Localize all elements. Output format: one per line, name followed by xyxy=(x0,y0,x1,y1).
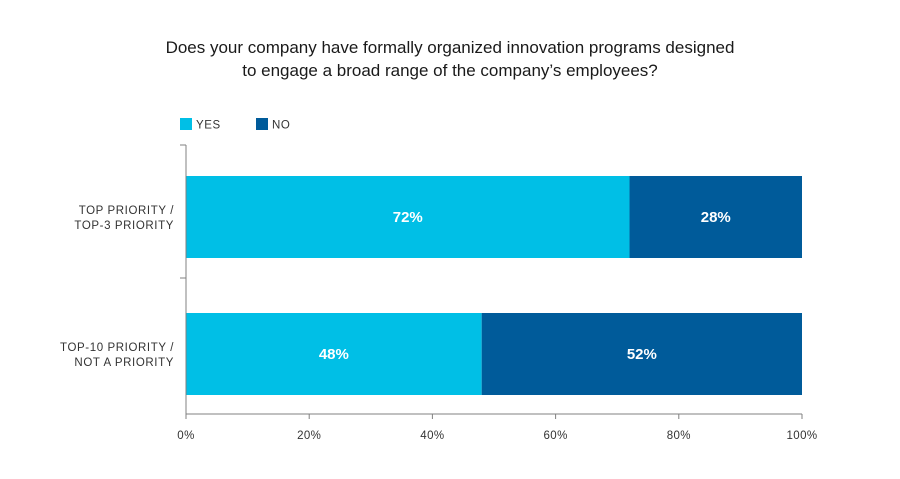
chart-title-line-2: to engage a broad range of the company’s… xyxy=(242,61,658,80)
category-label-1-line-1: NOT A PRIORITY xyxy=(74,357,174,369)
data-label-yes-0: 72% xyxy=(393,209,423,226)
legend-label-yes: YES xyxy=(196,120,221,132)
chart-title: Does your company have formally organize… xyxy=(0,36,900,82)
legend-label-no: NO xyxy=(272,120,290,132)
bar-yes-1 xyxy=(186,313,482,395)
bar-no-1 xyxy=(481,313,802,395)
legend-swatch-no xyxy=(256,118,268,130)
x-tick-label-2: 40% xyxy=(420,430,444,442)
data-label-no-0: 28% xyxy=(701,209,731,226)
category-label-0-line-0: TOP PRIORITY / xyxy=(79,205,175,217)
data-label-no-1: 52% xyxy=(627,346,657,363)
x-tick-label-3: 60% xyxy=(543,430,567,442)
legend-swatch-yes xyxy=(180,118,192,130)
x-tick-label-0: 0% xyxy=(177,430,194,442)
x-tick-label-1: 20% xyxy=(297,430,321,442)
x-tick-label-4: 80% xyxy=(667,430,691,442)
chart-title-line-1: Does your company have formally organize… xyxy=(165,38,735,57)
bar-yes-0 xyxy=(186,176,630,258)
category-label-0-line-1: TOP-3 PRIORITY xyxy=(74,220,174,232)
bar-no-0 xyxy=(629,176,802,258)
data-label-yes-1: 48% xyxy=(319,346,349,363)
x-tick-label-5: 100% xyxy=(786,430,817,442)
category-label-1-line-0: TOP-10 PRIORITY / xyxy=(60,342,174,354)
